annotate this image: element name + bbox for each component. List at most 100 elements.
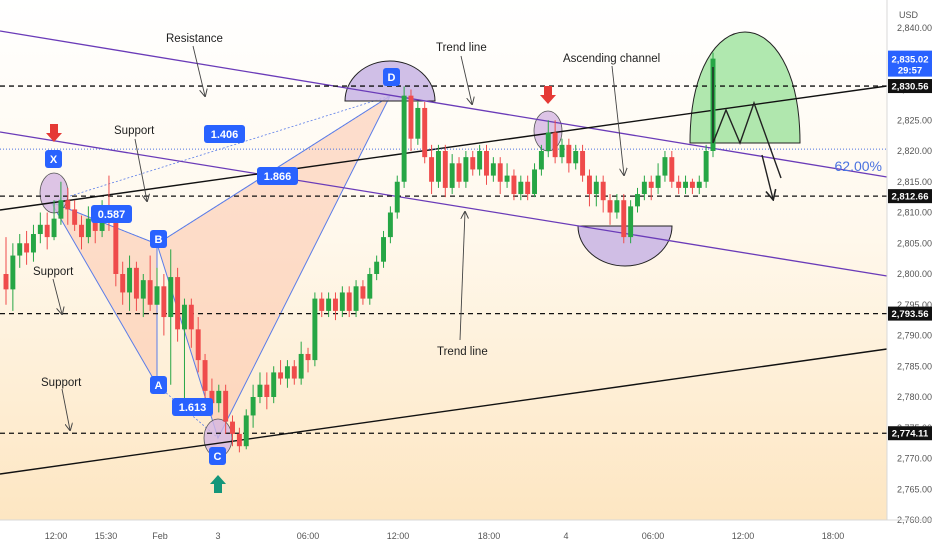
candle (442, 144, 448, 198)
annotation-resistance: Resistance (166, 33, 223, 45)
candle-body (181, 304, 187, 330)
candle-body (374, 261, 380, 274)
time-tick-label: 18:00 (478, 531, 501, 541)
ratio-label-xab: 0.587 (98, 209, 126, 221)
time-tick-label: 06:00 (642, 531, 665, 541)
candle-body (79, 224, 84, 238)
candle-body (381, 237, 386, 262)
candle (65, 187, 71, 225)
candles (3, 52, 716, 453)
candle-body (37, 224, 43, 235)
candle (532, 163, 538, 198)
candle-body (442, 151, 448, 188)
candle-body (175, 277, 181, 330)
price-tick-label: 2,840.00 (897, 23, 932, 33)
candle (607, 194, 613, 225)
candle-body (683, 181, 689, 188)
time-tick-label: Feb (152, 531, 168, 541)
candle (408, 89, 414, 151)
countdown-text: 29:57 (898, 66, 922, 77)
lower-purple-trendline (0, 131, 888, 277)
buy-arrow-icon (210, 475, 226, 493)
candle-body (209, 390, 215, 404)
candle-body (401, 95, 407, 182)
candle (339, 286, 345, 318)
annotation-trend-line-upper: Trend line (436, 42, 487, 54)
candle (51, 200, 57, 241)
price-tick-label: 2,825.00 (897, 115, 932, 125)
candle-body (236, 433, 242, 447)
candle (147, 255, 153, 311)
candle-body (195, 329, 201, 361)
candle-body (641, 181, 647, 195)
candle-body (140, 280, 146, 299)
candle-body (477, 151, 483, 170)
projected-path (712, 67, 782, 179)
candle-body (518, 181, 524, 195)
candle (401, 86, 407, 188)
candle-body (470, 157, 476, 170)
candle-body (147, 280, 153, 305)
trendline-pointer-upper (460, 55, 472, 104)
candle-body (545, 132, 551, 151)
candle (635, 187, 640, 213)
candle-body (559, 144, 565, 158)
candle (346, 286, 352, 318)
ratio-label-bg (257, 167, 298, 185)
candle-body (264, 384, 270, 397)
level-price-tag: 2,774.11 (888, 426, 932, 441)
candle (662, 151, 668, 182)
candle (545, 120, 551, 158)
candle-body (284, 366, 290, 379)
time-tick-label: 4 (563, 531, 568, 541)
candle (387, 206, 393, 244)
candle (477, 144, 483, 176)
price-tick-label: 2,765.00 (897, 484, 932, 494)
candle (367, 267, 373, 305)
candle (511, 169, 517, 201)
trendline-pointer-lower (459, 212, 465, 341)
ratio-label-bcd: 1.866 (264, 171, 292, 183)
candle (230, 415, 235, 447)
candle-body (703, 151, 709, 182)
candle (696, 175, 702, 195)
candle (257, 372, 263, 404)
candle-body (58, 200, 64, 219)
level-tag-bg (888, 79, 932, 94)
candle (586, 169, 592, 207)
candle-body (415, 107, 421, 139)
candle (202, 353, 208, 404)
candle-body (586, 175, 592, 195)
price-tick-label: 2,790.00 (897, 331, 932, 341)
candle (154, 267, 160, 305)
candle (415, 101, 421, 145)
candle (655, 163, 661, 195)
candle-body (456, 163, 462, 182)
fib-level-label: 62.00% (835, 158, 882, 174)
ratio-label-bg (204, 125, 245, 143)
target-dome (689, 31, 801, 144)
candle (676, 175, 682, 195)
level-tag-bg (888, 426, 932, 441)
candle-body (435, 151, 441, 182)
point-label-c: C (214, 451, 222, 463)
support-pointer-2 (52, 278, 62, 314)
time-tick-label: 15:30 (95, 531, 118, 541)
time-axis-ticks: 12:00 15:30 Feb 3 06:00 12:00 18:00 4 06:00 12:00… (45, 531, 845, 541)
candle-body (532, 169, 538, 195)
support-pointer-3 (61, 388, 70, 430)
candle (525, 175, 531, 201)
currency-label: USD (899, 10, 919, 20)
time-tick-label: 12:00 (387, 531, 410, 541)
candle-body (552, 132, 558, 158)
candle (10, 243, 16, 311)
candle-body (30, 234, 36, 253)
candle-body (278, 372, 284, 379)
candle-body (463, 157, 469, 182)
candle (593, 175, 599, 207)
candle (394, 175, 400, 219)
candle-body (24, 243, 30, 253)
candle (278, 360, 284, 385)
candle-body (120, 274, 126, 293)
candle-body (525, 181, 531, 195)
